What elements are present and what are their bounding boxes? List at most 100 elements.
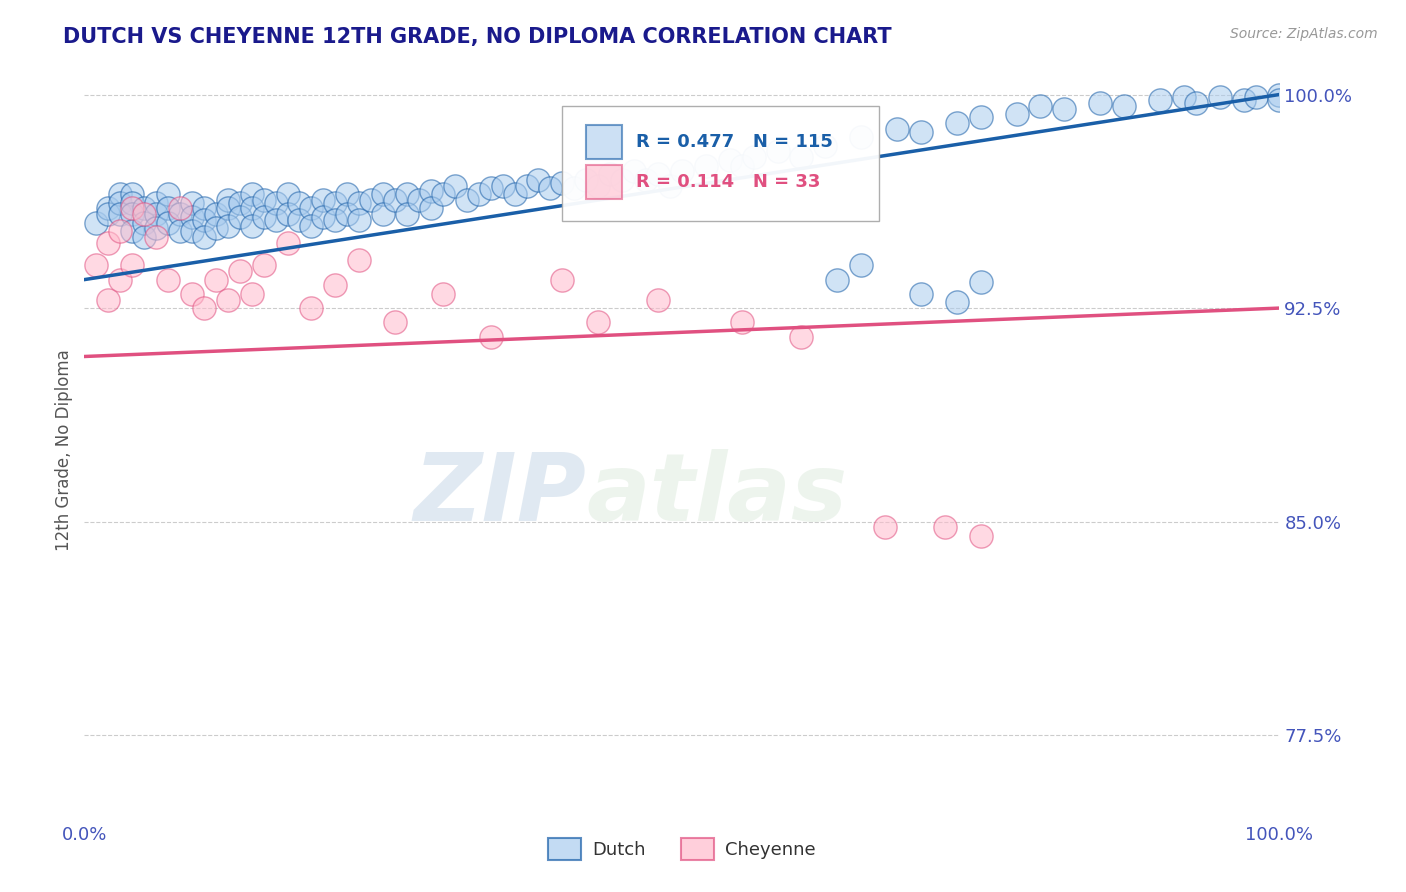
Point <box>181 286 204 301</box>
Point <box>851 258 873 272</box>
Point <box>564 181 586 195</box>
Point <box>875 520 897 534</box>
Point <box>110 224 132 238</box>
Point <box>169 202 191 216</box>
Point <box>288 195 311 210</box>
Point <box>240 286 263 301</box>
Point <box>121 187 143 202</box>
Point <box>1114 99 1136 113</box>
Point <box>217 202 239 216</box>
Point <box>193 301 215 315</box>
Point <box>766 145 789 159</box>
Point <box>301 219 323 233</box>
Point <box>647 167 669 181</box>
Point <box>527 173 550 187</box>
Point <box>731 159 754 173</box>
Point <box>121 195 143 210</box>
Point <box>456 193 478 207</box>
Point <box>432 187 454 202</box>
Point <box>946 116 969 130</box>
Text: Source: ZipAtlas.com: Source: ZipAtlas.com <box>1230 27 1378 41</box>
Point <box>349 212 371 227</box>
Point <box>1149 93 1171 107</box>
Point <box>121 224 143 238</box>
Point <box>373 187 395 202</box>
Point <box>432 286 454 301</box>
Point <box>229 264 252 278</box>
Point <box>336 187 359 202</box>
Point <box>157 216 180 230</box>
Point <box>325 212 347 227</box>
Point <box>325 278 347 293</box>
Point <box>193 230 215 244</box>
Point <box>671 164 693 178</box>
Point <box>420 202 443 216</box>
Point <box>145 221 167 235</box>
Point <box>886 121 908 136</box>
Point <box>97 235 120 250</box>
Point <box>336 207 359 221</box>
Point <box>695 159 717 173</box>
Point <box>145 230 167 244</box>
Point <box>575 173 598 187</box>
Point <box>742 150 765 164</box>
Point <box>86 216 108 230</box>
Point <box>217 219 239 233</box>
Point <box>264 212 287 227</box>
Legend: Dutch, Cheyenne: Dutch, Cheyenne <box>541 830 823 867</box>
Point <box>193 202 215 216</box>
Point <box>718 153 741 167</box>
Point <box>145 207 167 221</box>
Point <box>277 235 299 250</box>
Point <box>157 272 180 286</box>
Point <box>396 187 419 202</box>
Point <box>851 130 873 145</box>
Point <box>970 276 993 290</box>
Point <box>264 195 287 210</box>
Point <box>492 178 515 193</box>
Point <box>373 207 395 221</box>
Point <box>181 210 204 224</box>
Point <box>240 202 263 216</box>
Y-axis label: 12th Grade, No Diploma: 12th Grade, No Diploma <box>55 350 73 551</box>
Point <box>588 315 610 329</box>
Point <box>121 258 143 272</box>
Point <box>1244 90 1267 104</box>
Point <box>169 224 191 238</box>
Point <box>790 150 813 164</box>
Point <box>396 207 419 221</box>
Point <box>827 272 849 286</box>
Point <box>1090 96 1112 111</box>
Point <box>479 329 502 343</box>
Point <box>970 110 993 124</box>
Point <box>636 173 658 187</box>
FancyBboxPatch shape <box>586 126 623 160</box>
Point <box>479 181 502 195</box>
Point <box>623 164 645 178</box>
Point <box>110 187 132 202</box>
Point <box>253 210 276 224</box>
Point <box>1005 107 1028 121</box>
Point <box>86 258 108 272</box>
Point <box>132 207 156 221</box>
Point <box>360 193 382 207</box>
Point <box>503 187 526 202</box>
Text: ZIP: ZIP <box>413 449 586 541</box>
Point <box>731 315 754 329</box>
Point <box>325 195 347 210</box>
Text: R = 0.114   N = 33: R = 0.114 N = 33 <box>637 173 821 191</box>
Point <box>612 173 634 187</box>
Point <box>540 181 562 195</box>
Text: DUTCH VS CHEYENNE 12TH GRADE, NO DIPLOMA CORRELATION CHART: DUTCH VS CHEYENNE 12TH GRADE, NO DIPLOMA… <box>63 27 891 46</box>
Point <box>169 207 191 221</box>
Point <box>910 124 932 138</box>
Point <box>193 212 215 227</box>
Point <box>181 195 204 210</box>
Point <box>301 301 323 315</box>
Point <box>217 293 239 307</box>
Point <box>277 207 299 221</box>
Point <box>790 329 813 343</box>
Point <box>110 207 132 221</box>
Point <box>277 187 299 202</box>
Point <box>1268 87 1291 102</box>
